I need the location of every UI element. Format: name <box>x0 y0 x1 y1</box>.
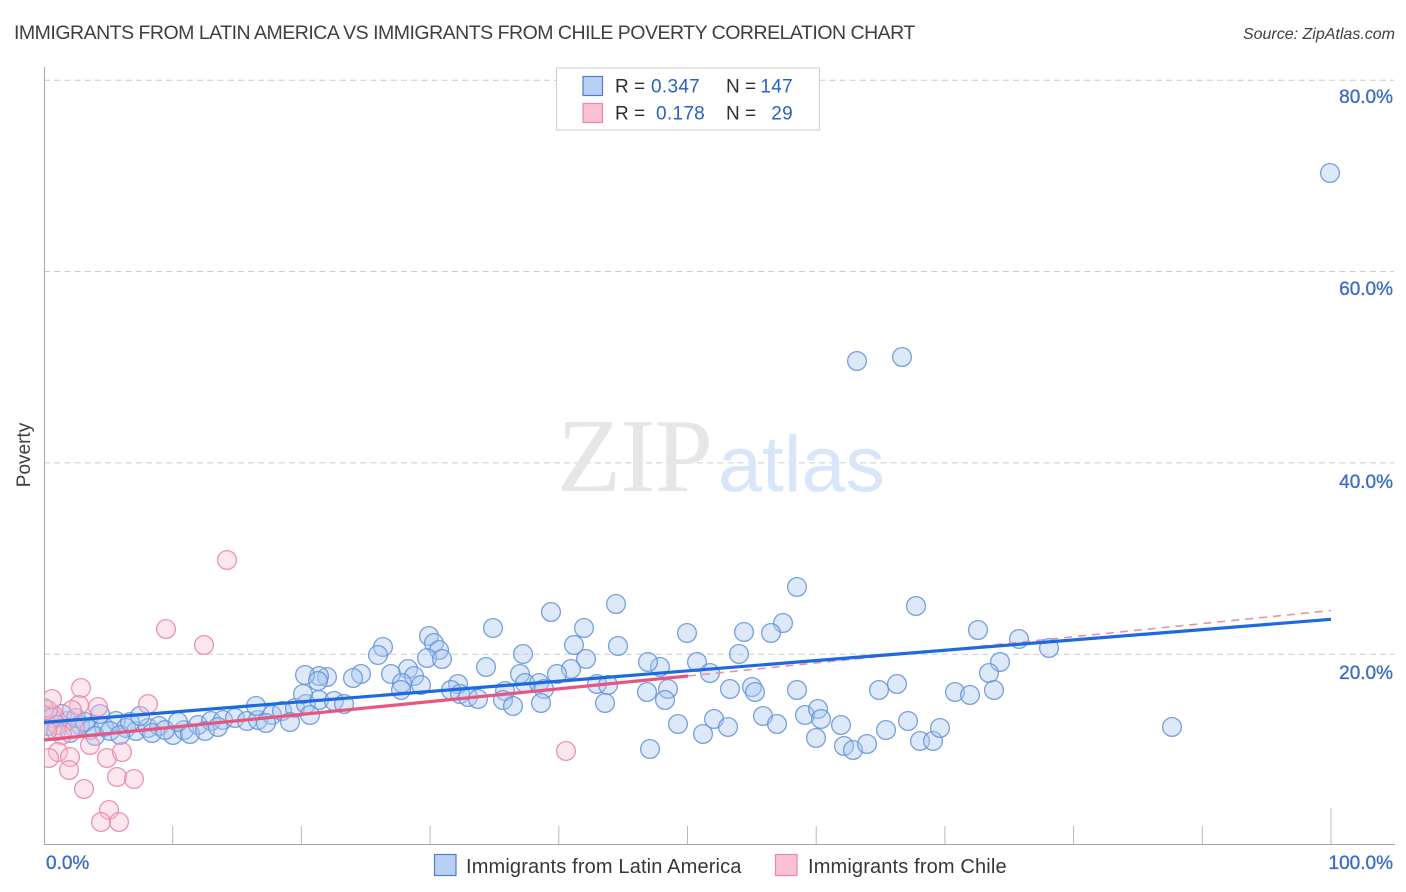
svg-text:Immigrants from Chile: Immigrants from Chile <box>808 856 1007 878</box>
svg-text:atlas: atlas <box>718 419 885 508</box>
svg-text:100.0%: 100.0% <box>1329 853 1394 874</box>
svg-text:60.0%: 60.0% <box>1339 279 1393 300</box>
svg-text:29: 29 <box>771 104 793 125</box>
svg-text:80.0%: 80.0% <box>1339 87 1393 108</box>
svg-text:Poverty: Poverty <box>14 422 35 487</box>
svg-text:0.347: 0.347 <box>651 77 700 98</box>
svg-text:147: 147 <box>760 77 793 98</box>
svg-text:IMMIGRANTS FROM LATIN AMERICA: IMMIGRANTS FROM LATIN AMERICA VS IMMIGRA… <box>14 22 915 44</box>
svg-text:0.178: 0.178 <box>656 104 705 125</box>
svg-text:Source: ZipAtlas.com: Source: ZipAtlas.com <box>1243 26 1395 43</box>
svg-text:Immigrants from Latin America: Immigrants from Latin America <box>466 856 742 878</box>
svg-text:R =: R = <box>615 77 645 98</box>
svg-text:R =: R = <box>615 104 645 125</box>
svg-text:N =: N = <box>726 77 756 98</box>
svg-text:ZIP: ZIP <box>557 397 712 514</box>
svg-text:N =: N = <box>726 104 756 125</box>
svg-text:20.0%: 20.0% <box>1339 663 1393 684</box>
svg-text:40.0%: 40.0% <box>1339 472 1393 493</box>
svg-text:0.0%: 0.0% <box>46 853 89 874</box>
